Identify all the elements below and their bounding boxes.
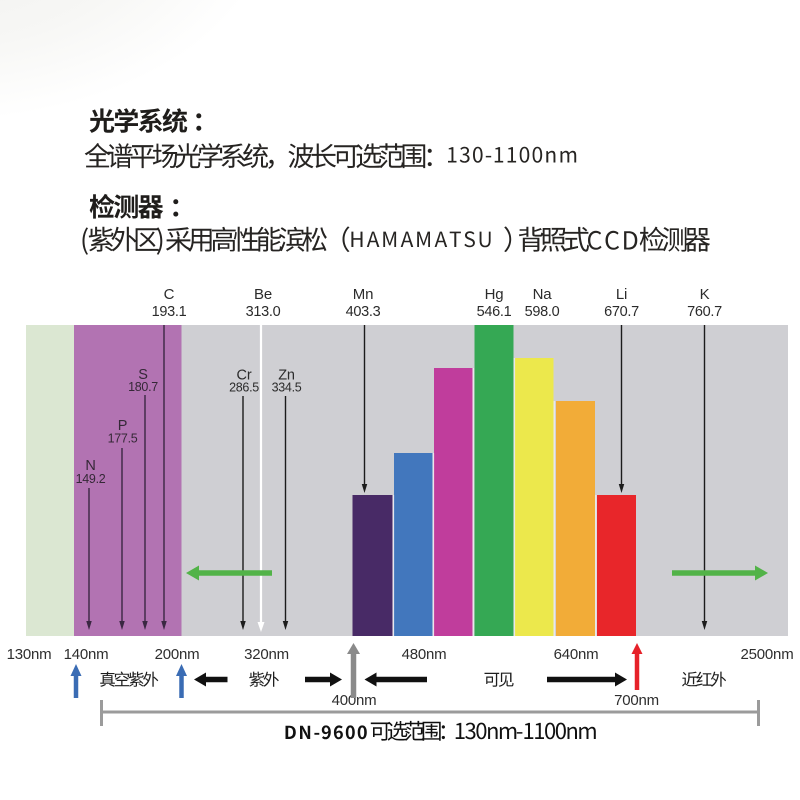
svg-text:P: P <box>118 418 127 434</box>
svg-text:Li: Li <box>616 286 627 303</box>
svg-text:760.7: 760.7 <box>687 304 722 320</box>
svg-text:140nm: 140nm <box>64 646 109 663</box>
svg-text:C: C <box>164 286 175 303</box>
svg-text:480nm: 480nm <box>402 646 447 663</box>
svg-text:Mn: Mn <box>353 286 373 303</box>
svg-text:S: S <box>138 367 147 383</box>
svg-text:640nm: 640nm <box>554 646 599 663</box>
svg-text:Zn: Zn <box>278 368 295 384</box>
svg-text:Cr: Cr <box>237 368 252 384</box>
svg-text:2500nm: 2500nm <box>740 646 793 663</box>
svg-text:200nm: 200nm <box>155 646 200 663</box>
svg-text:Hg: Hg <box>485 286 504 303</box>
svg-text:334.5: 334.5 <box>272 381 302 395</box>
svg-text:403.3: 403.3 <box>346 304 381 320</box>
svg-text:130nm: 130nm <box>7 646 52 663</box>
svg-text:400nm: 400nm <box>332 692 377 709</box>
svg-text:Be: Be <box>254 286 272 303</box>
svg-text:K: K <box>700 286 710 303</box>
svg-text:177.5: 177.5 <box>108 432 138 446</box>
svg-text:598.0: 598.0 <box>525 304 560 320</box>
svg-text:180.7: 180.7 <box>128 380 158 394</box>
svg-text:670.7: 670.7 <box>604 304 639 320</box>
svg-text:Na: Na <box>533 286 553 303</box>
svg-text:286.5: 286.5 <box>229 381 259 395</box>
svg-text:700nm: 700nm <box>614 692 659 709</box>
svg-text:320nm: 320nm <box>244 646 289 663</box>
svg-text:149.2: 149.2 <box>76 472 106 486</box>
svg-text:193.1: 193.1 <box>152 304 187 320</box>
svg-text:546.1: 546.1 <box>477 304 512 320</box>
svg-text:N: N <box>85 458 95 474</box>
svg-text:313.0: 313.0 <box>246 304 281 320</box>
